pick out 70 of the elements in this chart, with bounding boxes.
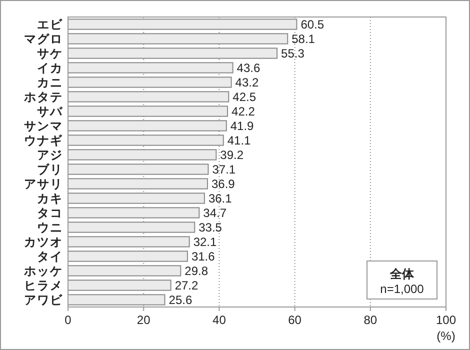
annotation: 全体 (389, 267, 415, 281)
data-label: 27.2 (174, 278, 198, 292)
annotation: n=1,000 (380, 282, 424, 296)
data-label: 42.5 (232, 90, 256, 104)
bar (68, 149, 217, 160)
data-label: 58.1 (292, 32, 316, 46)
bar (68, 76, 232, 88)
y-tick-label: イカ (37, 60, 63, 75)
y-tick-label: ホタテ (23, 90, 63, 104)
y-tick-label: ウナギ (24, 133, 63, 148)
data-label: 43.2 (235, 75, 259, 90)
data-label: 39.2 (220, 148, 244, 162)
bar (68, 120, 227, 132)
x-tick-label: 80 (364, 313, 378, 327)
y-tick-label: カニ (37, 75, 63, 90)
bar (68, 164, 209, 175)
x-axis-title: (%) (436, 329, 456, 343)
bar (68, 280, 172, 291)
data-label: 43.6 (236, 60, 260, 75)
data-label: 41.1 (227, 133, 252, 148)
x-tick-label: 60 (288, 313, 302, 327)
data-label: 32.1 (193, 234, 218, 249)
x-tick-label: 0 (64, 313, 72, 327)
data-label: 42.2 (232, 104, 256, 118)
x-tick-label: 20 (136, 313, 151, 327)
bar (68, 192, 205, 204)
y-tick-label: アジ (37, 148, 63, 162)
bar (68, 48, 278, 59)
bar (68, 294, 166, 306)
data-label: 36.9 (211, 176, 236, 191)
data-label: 25.6 (168, 292, 192, 307)
data-label: 36.1 (208, 191, 232, 206)
data-label: 41.9 (230, 118, 254, 133)
bar (68, 18, 298, 30)
data-label: 60.5 (300, 17, 324, 32)
y-tick-label: タイ (37, 249, 63, 264)
y-tick-label: ヒラメ (24, 278, 63, 292)
x-tick-label: 40 (212, 313, 226, 327)
bar (68, 134, 224, 146)
y-tick-label: ブリ (37, 162, 63, 176)
y-tick-label: サバ (37, 104, 63, 118)
bar (68, 265, 182, 276)
y-tick-label: カツオ (24, 234, 63, 249)
bar (68, 106, 228, 117)
bar (68, 62, 234, 74)
bar (68, 178, 208, 190)
data-label: 31.6 (191, 249, 216, 264)
y-tick-label: タコ (37, 206, 63, 220)
y-tick-label: サケ (37, 46, 63, 60)
x-tick-label: 100 (436, 313, 456, 327)
note-box: 全体 n=1,000 (366, 260, 438, 300)
data-label: 37.1 (212, 162, 236, 176)
data-label: 29.8 (184, 264, 208, 278)
bar (68, 222, 196, 233)
y-tick-label: アサリ (24, 176, 63, 191)
data-label: 55.3 (281, 46, 305, 60)
bar (68, 207, 200, 218)
y-tick-label: サンマ (24, 118, 63, 133)
bar (68, 33, 288, 44)
y-tick-label: ホッケ (23, 264, 63, 278)
bar (68, 91, 230, 102)
y-tick-label: マグロ (24, 32, 63, 46)
y-tick-label: ウニ (37, 220, 63, 234)
bar (68, 236, 190, 248)
data-label: 34.7 (203, 206, 227, 220)
y-tick-label: カキ (37, 191, 63, 206)
y-tick-label: アワビ (24, 292, 63, 307)
data-label: 33.5 (198, 220, 222, 234)
bar (68, 250, 188, 262)
y-tick-label: エビ (37, 17, 63, 32)
